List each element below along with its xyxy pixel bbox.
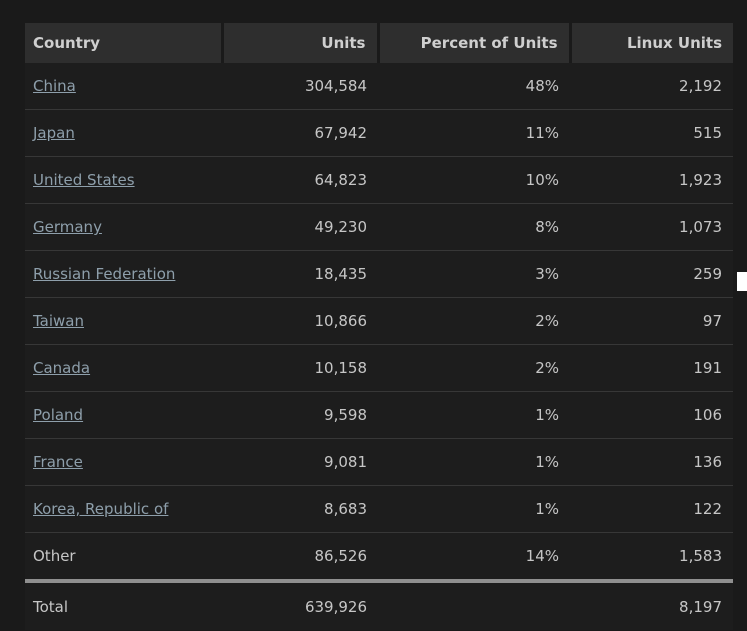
linux-units-cell: 136 — [570, 438, 733, 486]
units-cell: 9,598 — [222, 391, 378, 439]
percent-cell: 10% — [378, 156, 570, 204]
table-row: United States 64,823 10% 1,923 — [25, 156, 733, 204]
linux-units-cell: 1,923 — [570, 156, 733, 204]
table-row: Japan 67,942 11% 515 — [25, 109, 733, 157]
total-linux-units-cell: 8,197 — [570, 579, 733, 630]
percent-cell: 8% — [378, 203, 570, 251]
linux-units-cell: 1,073 — [570, 203, 733, 251]
header-row: Country Units Percent of Units Linux Uni… — [25, 23, 733, 63]
country-link[interactable]: Germany — [33, 218, 102, 236]
column-header-country: Country — [25, 23, 222, 63]
table-row: Russian Federation 18,435 3% 259 — [25, 250, 733, 298]
table-header: Country Units Percent of Units Linux Uni… — [25, 23, 733, 63]
total-label: Total — [33, 597, 69, 616]
table-row: Other 86,526 14% 1,583 — [25, 532, 733, 581]
linux-units-cell: 1,583 — [570, 532, 733, 581]
percent-cell: 1% — [378, 438, 570, 486]
column-header-percent-of-units: Percent of Units — [376, 23, 570, 63]
country-link[interactable]: France — [33, 453, 83, 471]
percent-cell: 11% — [378, 109, 570, 157]
table-row: China 304,584 48% 2,192 — [25, 63, 733, 110]
country-stats-table: Country Units Percent of Units Linux Uni… — [25, 23, 733, 630]
linux-units-cell: 97 — [570, 297, 733, 345]
linux-units-cell: 106 — [570, 391, 733, 439]
units-cell: 10,866 — [222, 297, 378, 345]
units-cell: 9,081 — [222, 438, 378, 486]
units-cell: 8,683 — [222, 485, 378, 533]
total-row: Total 639,926 8,197 — [25, 579, 733, 630]
units-cell: 86,526 — [222, 532, 378, 581]
column-header-units: Units — [220, 23, 378, 63]
percent-cell: 2% — [378, 344, 570, 392]
table-row: Canada 10,158 2% 191 — [25, 344, 733, 392]
percent-cell: 14% — [378, 532, 570, 581]
percent-cell: 3% — [378, 250, 570, 298]
percent-cell: 48% — [525, 77, 559, 95]
table-row: Taiwan 10,866 2% 97 — [25, 297, 733, 345]
country-link[interactable]: United States — [33, 171, 135, 189]
percent-cell: 1% — [378, 391, 570, 439]
linux-units-cell: 122 — [570, 485, 733, 533]
country-link[interactable]: China — [33, 77, 76, 95]
table-row: Korea, Republic of 8,683 1% 122 — [25, 485, 733, 533]
total-units-cell: 639,926 — [222, 579, 378, 630]
linux-units-cell: 515 — [570, 109, 733, 157]
other-label: Other — [33, 547, 76, 565]
country-link[interactable]: Korea, Republic of — [33, 500, 169, 518]
country-link[interactable]: Japan — [33, 124, 75, 142]
units-cell: 67,942 — [222, 109, 378, 157]
percent-cell: 2% — [378, 297, 570, 345]
table-row: Poland 9,598 1% 106 — [25, 391, 733, 439]
table-row: Germany 49,230 8% 1,073 — [25, 203, 733, 251]
table-row: France 9,081 1% 136 — [25, 438, 733, 486]
percent-cell: 1% — [378, 485, 570, 533]
total-percent-cell — [378, 579, 570, 630]
units-cell: 10,158 — [222, 344, 378, 392]
units-cell: 49,230 — [222, 203, 378, 251]
units-cell: 304,584 — [304, 77, 367, 95]
cursor-marker — [737, 272, 747, 291]
country-link[interactable]: Russian Federation — [33, 265, 176, 283]
units-cell: 18,435 — [222, 250, 378, 298]
column-header-linux-units: Linux Units — [568, 23, 733, 63]
units-cell: 64,823 — [222, 156, 378, 204]
linux-units-cell: 2,192 — [679, 77, 722, 95]
linux-units-cell: 191 — [570, 344, 733, 392]
country-link[interactable]: Canada — [33, 359, 91, 377]
country-link[interactable]: Taiwan — [33, 312, 85, 330]
linux-units-cell: 259 — [570, 250, 733, 298]
country-link[interactable]: Poland — [33, 406, 84, 424]
